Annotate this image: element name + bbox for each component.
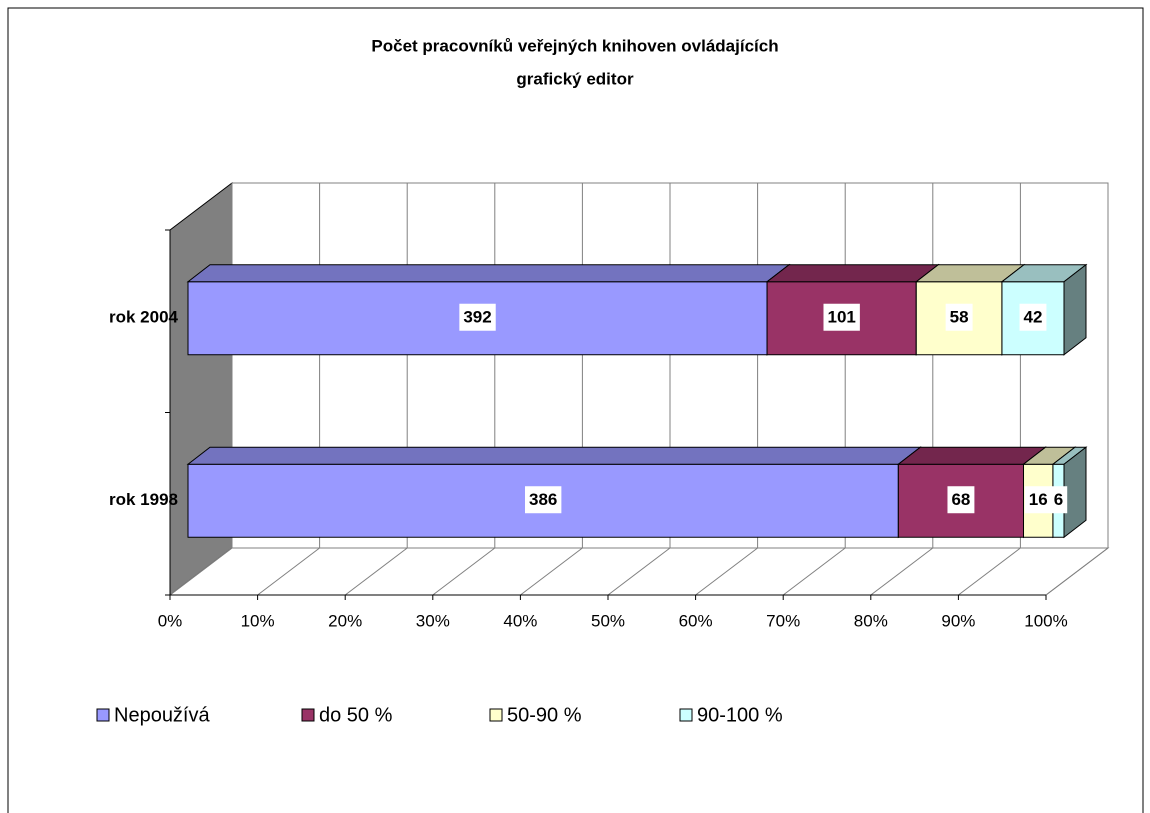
- x-tick-label: 80%: [854, 611, 888, 630]
- grid-line: [257, 547, 320, 596]
- value-label: 386: [529, 490, 557, 509]
- value-label-box: [459, 303, 496, 331]
- grid-line: [520, 547, 583, 596]
- grid-line: [169, 547, 233, 596]
- x-tick-label: 0%: [158, 611, 183, 630]
- legend-swatch: [96, 708, 110, 722]
- legend-swatch: [301, 708, 315, 722]
- bar-top: [186, 446, 922, 465]
- value-label-box: [1049, 486, 1068, 514]
- value-label-box: [1019, 303, 1047, 331]
- grid-line: [344, 547, 408, 596]
- grid-line: [695, 547, 758, 596]
- x-tick-label: 100%: [1024, 611, 1067, 630]
- chart-title: Počet pracovníků veřejných knihoven ovlá…: [371, 36, 778, 55]
- chart-border: [7, 7, 1144, 813]
- y-tick-label: rok 1998: [109, 490, 178, 509]
- x-tick-label: 40%: [503, 611, 537, 630]
- y-tick-label: rok 2004: [109, 308, 179, 327]
- legend-label: 50-90 %: [507, 704, 582, 726]
- value-label-box: [524, 486, 562, 514]
- x-tick-label: 50%: [591, 611, 625, 630]
- grid-line: [958, 547, 1021, 596]
- legend-swatch: [679, 708, 693, 722]
- legend-swatch: [489, 708, 503, 722]
- chart-title: grafický editor: [516, 69, 634, 88]
- x-tick-label: 90%: [941, 611, 975, 630]
- bar-top: [186, 264, 791, 283]
- x-tick-label: 70%: [766, 611, 800, 630]
- value-label: 58: [950, 308, 969, 327]
- grid-line: [1045, 547, 1109, 596]
- value-label: 16: [1029, 490, 1048, 509]
- grid-line: [607, 547, 671, 596]
- grid-line: [782, 547, 846, 596]
- x-tick-label: 30%: [416, 611, 450, 630]
- legend-label: 90-100 %: [697, 704, 783, 726]
- value-label-box: [1024, 486, 1052, 514]
- value-label: 68: [951, 490, 970, 509]
- legend-label: Nepoužívá: [114, 704, 210, 726]
- x-tick-label: 20%: [328, 611, 362, 630]
- bar-side: [1063, 263, 1087, 356]
- bar-top: [896, 446, 1047, 465]
- bar-top: [765, 264, 940, 283]
- value-label: 101: [827, 308, 855, 327]
- x-tick-label: 10%: [241, 611, 275, 630]
- x-tick-label: 60%: [679, 611, 713, 630]
- value-label-box: [947, 486, 975, 514]
- legend-label: do 50 %: [319, 704, 393, 726]
- value-label: 392: [463, 308, 491, 327]
- grid-line: [870, 547, 934, 596]
- value-label-box: [945, 303, 973, 331]
- grid-line: [432, 547, 496, 596]
- value-label-box: [823, 303, 860, 331]
- value-label: 42: [1024, 308, 1043, 327]
- value-label: 6: [1054, 490, 1063, 509]
